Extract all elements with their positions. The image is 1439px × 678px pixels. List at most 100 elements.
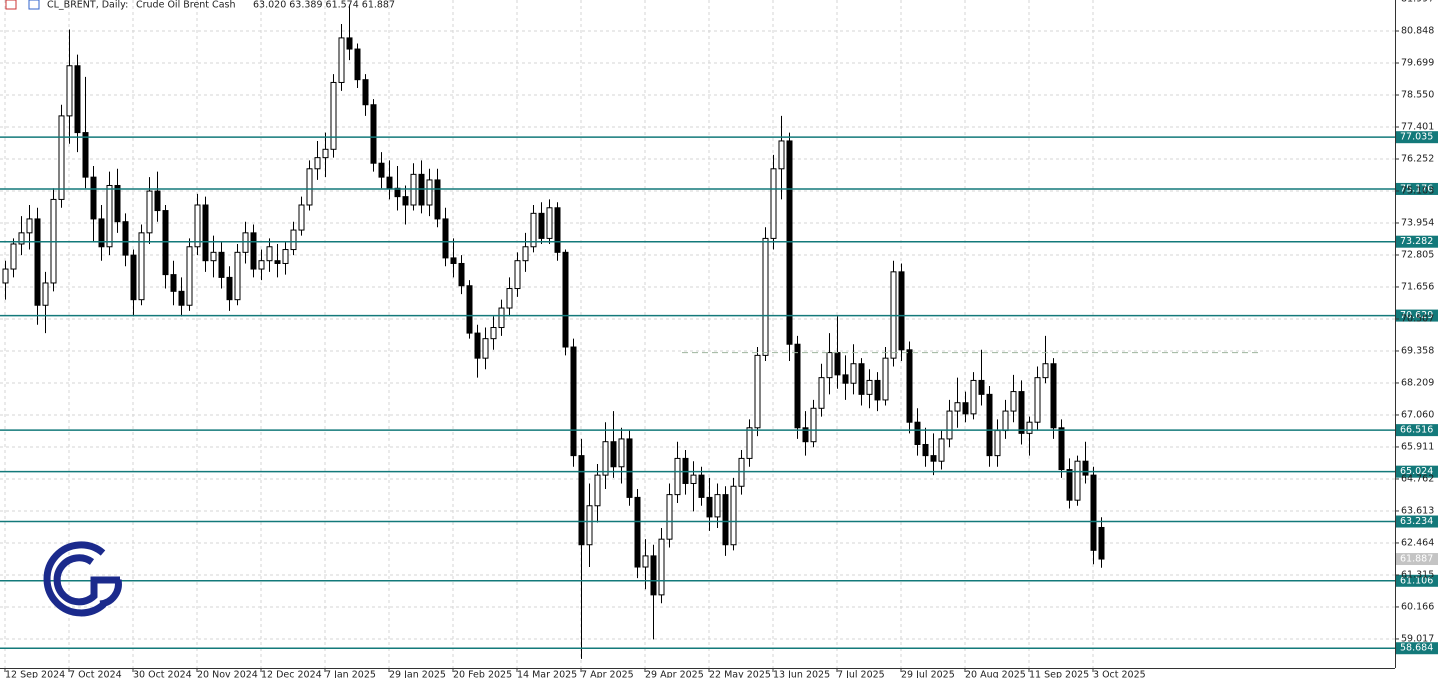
grid: 12 Sep 2024 7 Oct 2024 30 Oct 2024 20 Nov 2…: [0, 0, 1395, 678]
candle-body: [570, 346, 577, 457]
y-tick-label: 76.252: [1401, 153, 1434, 164]
x-tick-label: 22 May 2025: [709, 670, 771, 678]
candle-body: [218, 251, 225, 278]
y-tick-label: 67.060: [1401, 409, 1434, 420]
candle-body: [186, 246, 193, 306]
logo-amp: [99, 579, 122, 608]
candle-body: [1050, 363, 1057, 429]
candle-body: [1098, 526, 1105, 560]
candle-body: [458, 262, 465, 287]
candle-body: [274, 260, 281, 264]
candle-body: [194, 204, 201, 248]
candle-body: [162, 210, 169, 276]
level-label: 58.684: [1400, 643, 1433, 654]
candle-body: [402, 196, 409, 206]
candle-body: [538, 212, 545, 239]
candle-body: [802, 427, 809, 443]
price-label: 61.887: [1400, 554, 1433, 565]
price-axis: 81.997 80.848 79.699 78.550 77.401 76.252 75.1…: [1395, 0, 1434, 644]
candle-body: [754, 354, 761, 429]
candle-body: [834, 352, 841, 376]
candle-body: [938, 438, 945, 462]
candle-body: [514, 260, 521, 290]
logo-ring: [43, 541, 107, 617]
level-label-bg: [1396, 642, 1438, 655]
candle-body: [810, 407, 817, 443]
candle-body: [258, 260, 265, 270]
x-tick-label: 14 Mar 2025: [517, 670, 577, 678]
candle-body: [594, 474, 601, 507]
candle-body: [962, 402, 969, 415]
candle-body: [746, 427, 753, 459]
candle-body: [914, 421, 921, 445]
y-tick-label: 62.464: [1401, 537, 1434, 548]
logo-g: [53, 554, 120, 606]
x-tick-label: 20 Aug 2025: [965, 670, 1026, 678]
candle-body: [866, 379, 873, 395]
level-label-bg: [1396, 235, 1438, 248]
candle-body: [970, 379, 977, 415]
level-label-bg: [1396, 465, 1438, 478]
x-tick-label: 3 Oct 2025: [1093, 670, 1146, 678]
candle-body: [586, 505, 593, 546]
candle-body: [1018, 391, 1025, 434]
candle-body: [370, 104, 377, 164]
price-label-bg: [1396, 553, 1438, 566]
candle-body: [322, 148, 329, 159]
candle-body: [658, 538, 665, 596]
candle-body: [562, 251, 569, 348]
candle-body: [1058, 427, 1065, 471]
x-tick-label: 29 Apr 2025: [645, 670, 704, 678]
candle-body: [58, 115, 65, 200]
candle-body: [130, 254, 137, 301]
candle-body: [674, 457, 681, 496]
candle-body: [314, 157, 321, 170]
x-tick-label: 29 Jan 2025: [389, 670, 446, 678]
x-tick-label: 7 Apr 2025: [581, 670, 634, 678]
level-label: 66.516: [1400, 425, 1433, 436]
candle-body: [170, 274, 177, 292]
candle-body: [210, 251, 217, 262]
y-tick-label: 79.699: [1401, 57, 1434, 68]
candle-body: [434, 179, 441, 220]
x-tick-label: 7 Jul 2025: [837, 670, 885, 678]
candle-body: [1034, 377, 1041, 423]
y-tick-label: 78.550: [1401, 89, 1434, 100]
x-tick-label: 13 Jun 2025: [773, 670, 830, 678]
candle-body: [66, 65, 73, 117]
level-label-bg: [1396, 515, 1438, 528]
x-tick-label: 11 Sep 2025: [1029, 670, 1089, 678]
candle-body: [114, 184, 121, 223]
candle-body: [898, 271, 905, 351]
candle-body: [122, 221, 129, 256]
candle-body: [226, 276, 233, 301]
candles: [2, 4, 1105, 659]
level-label-bg: [1396, 182, 1438, 195]
y-tick-label: 81.997: [1401, 0, 1434, 4]
candle-body: [530, 212, 537, 248]
candle-body: [858, 363, 865, 395]
x-tick-label: 30 Oct 2024: [133, 670, 192, 678]
candle-body: [490, 327, 497, 340]
candle-body: [1082, 460, 1089, 476]
level-label: 73.282: [1400, 236, 1433, 247]
candle-body: [466, 285, 473, 334]
level-label-bg: [1396, 309, 1438, 322]
candle-body: [98, 218, 105, 248]
level-label: 70.629: [1400, 310, 1433, 321]
candle-body: [154, 190, 161, 212]
candle-body: [138, 232, 145, 301]
candle-body: [842, 374, 849, 384]
candle-body: [730, 485, 737, 546]
candle-body: [266, 246, 273, 262]
candle-body: [546, 207, 553, 239]
x-tick-label: 20 Nov 2024: [197, 670, 258, 678]
level-label: 63.234: [1400, 516, 1433, 527]
candle-body: [1074, 460, 1081, 501]
candle-body: [106, 184, 113, 248]
candle-body: [298, 204, 305, 231]
candle-body: [906, 349, 913, 423]
y-tick-label: 61.315: [1401, 569, 1434, 580]
candle-body: [618, 438, 625, 468]
